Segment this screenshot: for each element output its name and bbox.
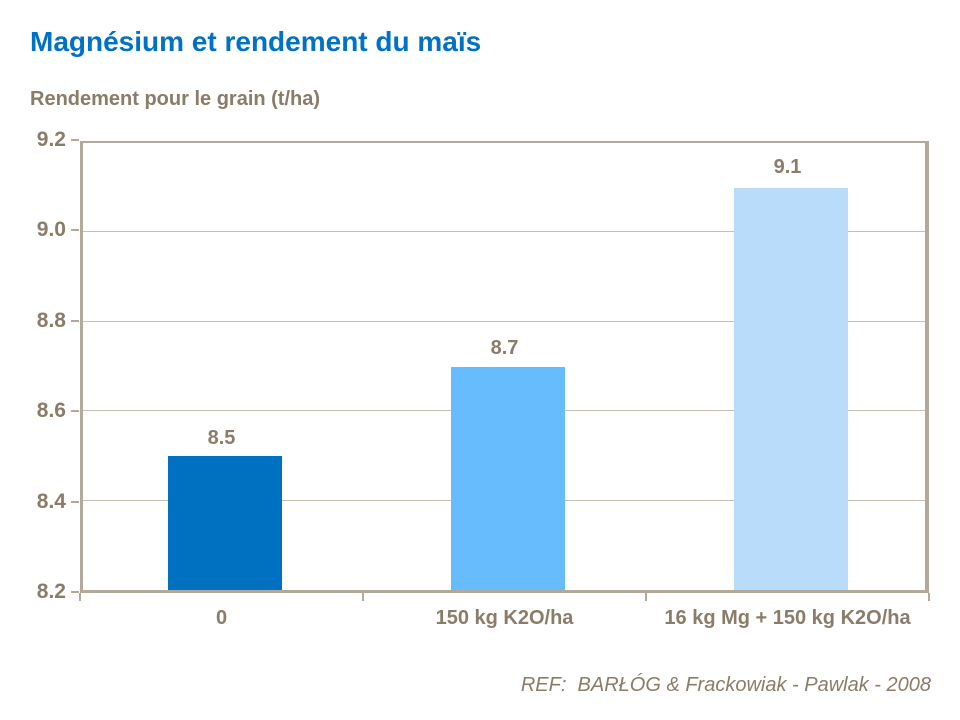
- bar-value-label: 8.7: [490, 337, 519, 359]
- x-axis-category-label: 0: [215, 607, 228, 629]
- x-axis-tick: [362, 593, 364, 601]
- x-axis-category-label: 16 kg Mg + 150 kg K2O/ha: [664, 607, 911, 629]
- y-axis-tick-label: 8.8: [36, 308, 66, 332]
- y-axis-caption: Rendement pour le grain (t/ha): [30, 88, 321, 110]
- x-axis-tick: [928, 593, 930, 601]
- y-axis-tick: [71, 500, 79, 503]
- gridline: [83, 320, 925, 322]
- y-axis-tick-label: 9.0: [36, 218, 66, 242]
- x-axis-category-label: 150 kg K2O/ha: [435, 607, 574, 629]
- x-axis-tick: [645, 593, 647, 601]
- x-axis-tick: [79, 593, 81, 601]
- plot-area: [80, 141, 929, 593]
- y-axis-tick: [71, 591, 79, 593]
- y-axis-tick-label: 8.6: [36, 399, 66, 423]
- reference-text: REF: BARŁÓG & Frackowiak - Pawlak - 2008: [520, 674, 931, 696]
- y-axis-tick: [71, 319, 79, 322]
- y-axis-tick-label: 8.2: [36, 580, 66, 603]
- bar-0: [167, 455, 282, 590]
- y-axis-tick: [71, 410, 79, 413]
- y-axis-tick: [71, 229, 79, 232]
- bar-16-kg-mg-150-kg-k2o-ha: [733, 187, 848, 590]
- plot-inner: [83, 143, 925, 590]
- y-axis-tick: [71, 139, 79, 141]
- y-axis-tick-label: 8.4: [36, 489, 66, 513]
- gridline: [83, 231, 925, 233]
- bar-150-kg-k2o-ha: [450, 366, 565, 590]
- bar-value-label: 8.5: [207, 427, 236, 450]
- bar-value-label: 9.1: [773, 156, 802, 179]
- y-axis-tick-label: 9.2: [36, 128, 66, 151]
- chart-title: Magnésium et rendement du maïs: [30, 26, 482, 57]
